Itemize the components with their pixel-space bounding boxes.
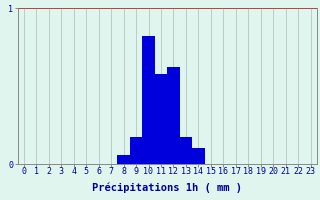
Bar [117, 155, 130, 164]
Bar [167, 67, 180, 164]
Bar [192, 148, 204, 164]
Bar [180, 137, 192, 164]
Bar [130, 137, 142, 164]
X-axis label: Précipitations 1h ( mm ): Précipitations 1h ( mm ) [92, 182, 242, 193]
Bar [142, 36, 155, 164]
Bar [155, 74, 167, 164]
